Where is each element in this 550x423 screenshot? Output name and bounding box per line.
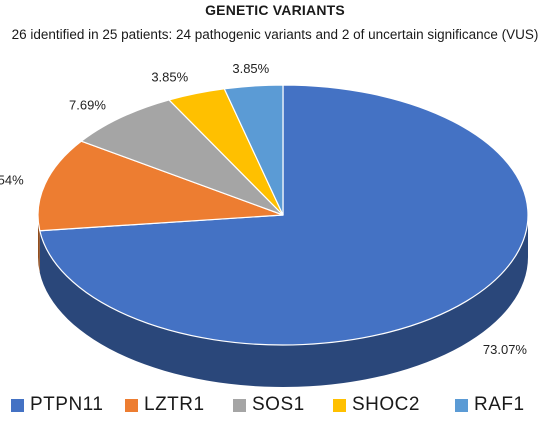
legend-label: PTPN11 — [30, 394, 104, 415]
legend-item-raf1: RAF1 — [455, 391, 525, 419]
legend-item-ptpn11: PTPN11 — [11, 391, 103, 419]
legend-swatch — [11, 398, 24, 412]
legend-item-lztr1: LZTR1 — [125, 391, 205, 419]
data-label-ptpn11: 73.07% — [483, 342, 528, 357]
legend-label: RAF1 — [474, 394, 525, 415]
legend-swatch — [333, 398, 346, 412]
pie-slice-raf1 — [223, 84, 284, 216]
legend-label: SHOC2 — [352, 394, 420, 415]
pie-slice-ptpn11 — [39, 84, 529, 346]
legend-item-sos1: SOS1 — [233, 391, 305, 419]
pie-slice-lztr1 — [37, 140, 284, 232]
legend-swatch — [125, 398, 138, 412]
pie-side-ptpn11 — [39, 215, 528, 387]
data-label-lztr1: 11.54% — [0, 173, 24, 188]
chart-legend: PTPN11 LZTR1 SOS1 SHOC2 RAF1 — [0, 391, 550, 419]
data-label-sos1: 7.69% — [69, 97, 106, 112]
data-label-raf1: 3.85% — [232, 61, 269, 76]
pie-slice-sos1 — [80, 99, 284, 216]
data-label-shoc2: 3.85% — [151, 70, 188, 85]
legend-item-shoc2: SHOC2 — [333, 391, 420, 419]
legend-swatch — [233, 398, 246, 412]
legend-label: LZTR1 — [144, 394, 205, 415]
chart-subtitle: 26 identified in 25 patients: 24 pathoge… — [11, 27, 539, 42]
legend-label: SOS1 — [252, 394, 305, 415]
chart-title: GENETIC VARIANTS — [205, 2, 345, 18]
legend-swatch — [455, 398, 468, 412]
